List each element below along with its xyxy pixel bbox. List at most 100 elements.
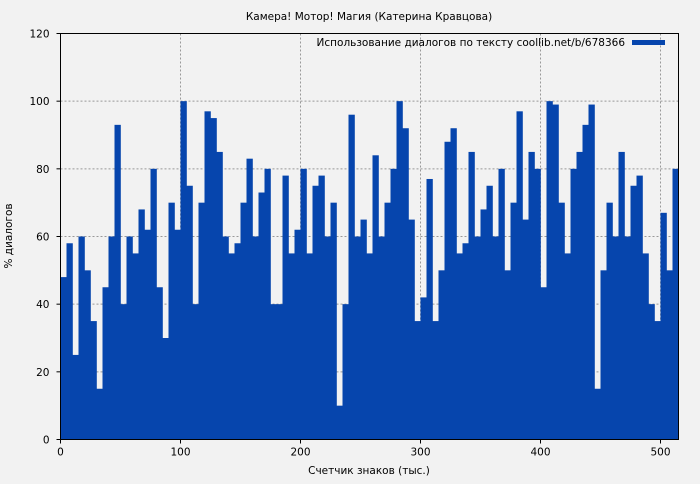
bar — [360, 219, 367, 440]
bar — [576, 151, 583, 440]
bar — [660, 212, 667, 440]
bar — [480, 209, 487, 440]
bar — [276, 304, 283, 440]
bar — [402, 128, 409, 440]
y-tick-label: 60 — [36, 232, 49, 244]
bar — [528, 151, 535, 440]
bar — [312, 185, 319, 440]
bar — [426, 178, 433, 440]
bar — [672, 168, 679, 440]
bar — [474, 236, 481, 440]
bar — [306, 253, 313, 440]
bar — [534, 168, 541, 440]
legend-label: Использование диалогов по тексту coollib… — [317, 37, 626, 49]
bar — [390, 168, 397, 440]
bar — [594, 388, 601, 440]
bar — [348, 114, 355, 440]
bar — [228, 253, 235, 440]
bar — [396, 101, 403, 440]
bar — [630, 185, 637, 440]
bar — [180, 101, 187, 440]
bar — [174, 229, 181, 440]
bar — [192, 304, 199, 440]
y-tick-label: 40 — [36, 299, 49, 311]
bar — [294, 229, 301, 440]
y-tick-label: 100 — [29, 96, 49, 108]
bar — [582, 124, 589, 440]
bar — [300, 168, 307, 440]
bar — [504, 270, 511, 440]
bar — [570, 168, 577, 440]
bar — [354, 236, 361, 440]
ticks: 0 100 200 300 400 500 0 20 40 60 80 100 120 — [29, 29, 670, 459]
x-tick-label: 300 — [410, 447, 430, 459]
bar — [444, 141, 451, 440]
bar — [126, 236, 133, 440]
bar — [78, 236, 85, 440]
bar — [156, 287, 163, 440]
bar — [642, 253, 649, 440]
bar — [546, 101, 553, 440]
bar — [216, 151, 223, 440]
bar — [432, 321, 439, 440]
bar — [204, 111, 211, 440]
y-axis-label: % диалогов — [3, 203, 15, 268]
bar — [516, 111, 523, 440]
bar — [324, 236, 331, 440]
bar — [438, 270, 445, 440]
bar — [600, 270, 607, 440]
bar — [588, 104, 595, 440]
bar — [654, 321, 661, 440]
bar — [342, 304, 349, 440]
bar — [330, 202, 337, 440]
bar — [378, 236, 385, 440]
bar — [270, 304, 277, 440]
bar — [264, 168, 271, 440]
x-tick-label: 200 — [290, 447, 310, 459]
bar — [282, 175, 289, 440]
bar — [336, 405, 343, 440]
bar — [150, 168, 157, 440]
bar — [318, 175, 325, 440]
bar — [222, 236, 229, 440]
bar — [606, 202, 613, 440]
bar — [558, 202, 565, 440]
bar — [102, 287, 109, 440]
bar — [522, 219, 529, 440]
bar — [366, 253, 373, 440]
bar — [450, 128, 457, 440]
legend: Использование диалогов по тексту coollib… — [317, 37, 665, 49]
x-tick-label: 500 — [650, 447, 670, 459]
x-tick-label: 0 — [57, 447, 64, 459]
bar — [138, 209, 145, 440]
bar — [648, 304, 655, 440]
bar — [486, 185, 493, 440]
bar — [666, 270, 673, 440]
bars — [60, 101, 679, 440]
bar — [60, 277, 67, 440]
bar — [168, 202, 175, 440]
chart-title: Камера! Мотор! Магия (Катерина Кравцова) — [246, 11, 492, 23]
bar — [564, 253, 571, 440]
bar — [498, 168, 505, 440]
bar — [72, 354, 79, 440]
bar — [540, 287, 547, 440]
bar — [108, 236, 115, 440]
bar — [372, 155, 379, 440]
bar — [114, 124, 121, 440]
legend-swatch — [632, 40, 665, 45]
bar — [96, 388, 103, 440]
y-tick-label: 80 — [36, 164, 49, 176]
bar — [186, 185, 193, 440]
x-tick-label: 400 — [530, 447, 550, 459]
bar — [624, 236, 631, 440]
bar — [234, 243, 241, 440]
bar — [258, 192, 265, 440]
bar — [408, 219, 415, 440]
bar — [252, 236, 259, 440]
y-tick-label: 120 — [29, 29, 49, 41]
bar — [288, 253, 295, 440]
bar — [456, 253, 463, 440]
